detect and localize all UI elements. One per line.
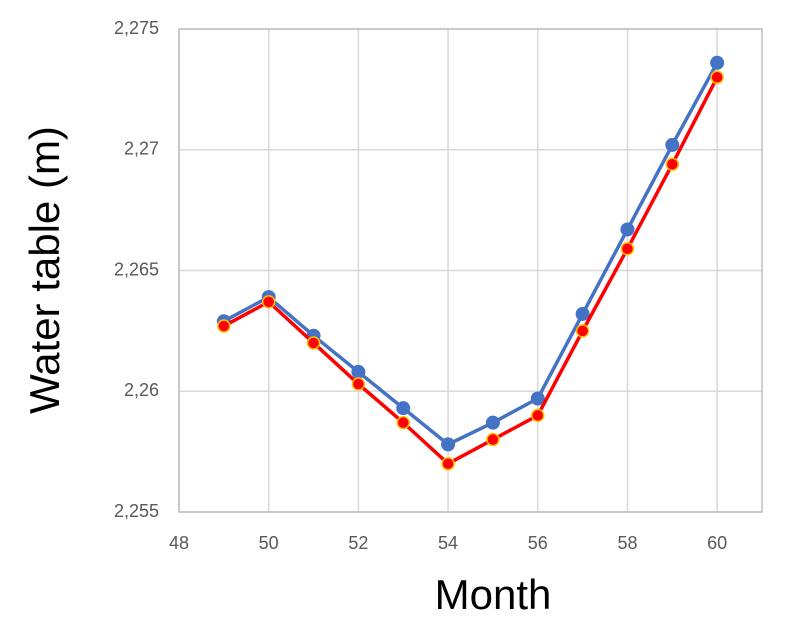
data-point (665, 137, 680, 152)
x-tick-label: 60 (707, 533, 727, 553)
data-point (575, 306, 590, 321)
plot-border (178, 28, 763, 513)
data-point (620, 222, 635, 237)
series-line (223, 61, 719, 447)
data-point (531, 408, 545, 423)
y-axis-label: Water table (m) (21, 126, 68, 414)
data-point (441, 437, 456, 452)
data-point (710, 55, 725, 70)
data-point (351, 364, 366, 379)
x-tick-label: 54 (438, 533, 458, 553)
x-tick-label: 52 (348, 533, 368, 553)
x-tick-label: 50 (259, 533, 279, 553)
data-point (441, 456, 455, 471)
y-tick-label: 2,255 (114, 501, 159, 521)
data-point (306, 336, 321, 350)
x-tick-label: 58 (617, 533, 637, 553)
x-tick-label: 48 (169, 533, 189, 553)
data-point (665, 157, 680, 171)
data-point (710, 70, 724, 85)
data-point (261, 295, 276, 309)
y-tick-label: 2,275 (114, 18, 159, 38)
y-tick-label: 2,26 (124, 380, 159, 400)
y-tick-label: 2,265 (114, 259, 159, 279)
data-point (485, 415, 500, 430)
data-point (396, 415, 410, 430)
data-point (217, 319, 231, 333)
data-point (351, 377, 366, 391)
data-point (575, 324, 590, 338)
data-point (530, 391, 545, 406)
y-tick-label: 2,27 (124, 139, 159, 159)
data-point (486, 432, 500, 447)
x-axis-label: Month (435, 571, 552, 618)
data-point (396, 401, 411, 416)
series-line (223, 76, 719, 466)
x-tick-label: 56 (528, 533, 548, 553)
data-point (620, 242, 635, 256)
